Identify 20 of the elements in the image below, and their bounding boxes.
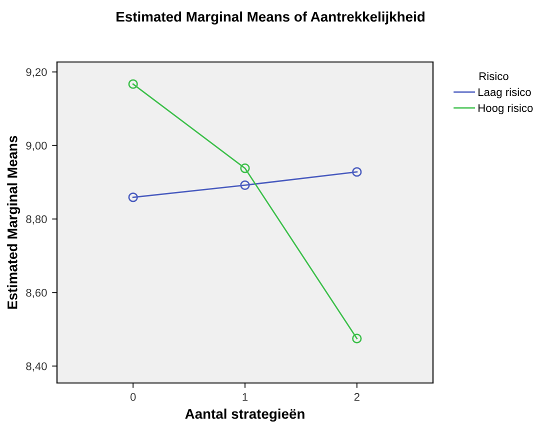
x-tick-label: 0 — [130, 393, 136, 401]
y-axis-title: Estimated Marginal Means — [7, 136, 20, 309]
legend-title: Risico — [480, 72, 508, 80]
y-tick-label: 9,20 — [26, 68, 47, 78]
point — [240, 180, 250, 190]
y-tick-label: 8,80 — [26, 215, 47, 224]
x-tick-label: 1 — [242, 393, 248, 401]
y-tick-label: 8,60 — [26, 288, 47, 298]
x-axis-title: Aantal strategieën — [185, 408, 304, 422]
point — [352, 167, 362, 177]
legend-label: Hoog risico — [478, 104, 533, 114]
y-tick-label: 9,00 — [26, 142, 47, 151]
legend-label: Laag risico — [478, 88, 531, 98]
chart-title: Estimated Marginal Means of Aantrekkelijkheid — [116, 11, 424, 25]
x-tick-label: 2 — [354, 393, 360, 401]
point — [240, 163, 250, 174]
point — [128, 192, 138, 202]
y-tick-label: 8,40 — [26, 362, 47, 372]
point — [352, 334, 362, 344]
point — [128, 79, 138, 89]
